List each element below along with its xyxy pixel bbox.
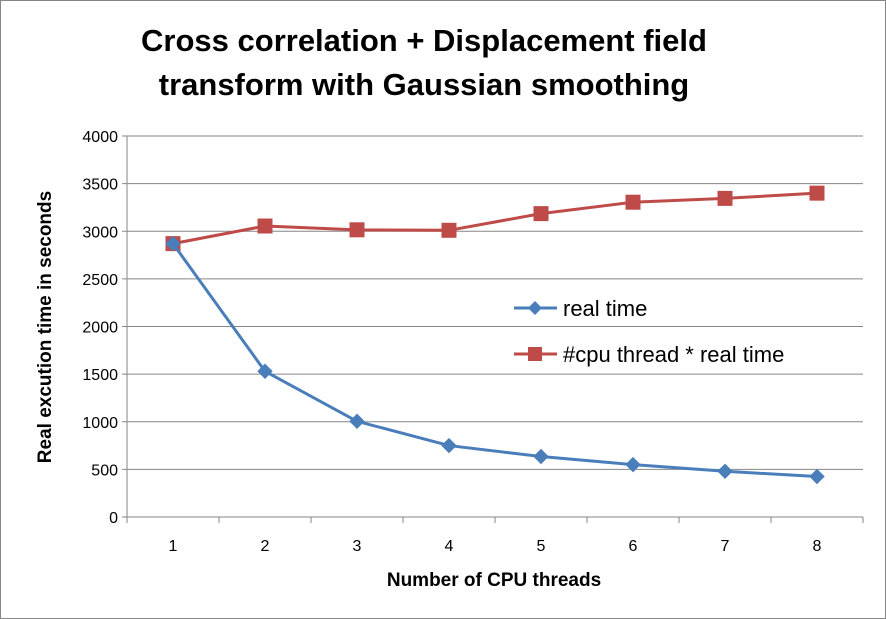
x-tick-label: 8 xyxy=(813,538,822,555)
y-tick-label: 2500 xyxy=(82,272,118,289)
data-point-cpu-thread-real-time xyxy=(625,194,641,210)
data-point-real-time xyxy=(441,437,457,454)
legend-marker-cpu-thread-real-time xyxy=(528,347,542,361)
axes xyxy=(122,135,864,523)
data-point-cpu-thread-real-time xyxy=(533,206,549,222)
x-tick-label: 4 xyxy=(445,538,454,555)
data-point-cpu-thread-real-time xyxy=(441,222,457,238)
data-point-cpu-thread-real-time xyxy=(809,185,825,201)
y-tick-label: 3500 xyxy=(82,177,118,194)
x-tick-label: 7 xyxy=(721,538,730,555)
y-tick-label: 1500 xyxy=(82,367,118,384)
y-tick-label: 4000 xyxy=(82,129,118,146)
data-point-cpu-thread-real-time xyxy=(257,218,273,234)
y-tick-label: 0 xyxy=(109,510,118,527)
y-tick-label: 3000 xyxy=(82,224,118,241)
y-tick-label: 1000 xyxy=(82,415,118,432)
x-tick-label: 6 xyxy=(629,538,638,555)
series-layer xyxy=(165,185,825,485)
data-point-real-time xyxy=(809,468,825,485)
data-point-real-time xyxy=(257,363,273,379)
chart-title-line-1: Cross correlation + Displacement field xyxy=(141,23,707,58)
x-tick-labels: 1 2 3 4 5 6 7 8 xyxy=(169,538,822,555)
x-axis-title: Number of CPU threads xyxy=(387,570,601,591)
y-tick-label: 2000 xyxy=(82,320,118,337)
data-point-cpu-thread-real-time xyxy=(717,190,733,206)
data-point-real-time xyxy=(349,413,365,429)
x-tick-label: 5 xyxy=(537,538,546,555)
legend-item-cpu-thread-real-time: #cpu thread * real time xyxy=(514,342,784,367)
data-point-real-time xyxy=(533,448,549,465)
data-point-real-time xyxy=(165,235,181,252)
x-tick-label: 3 xyxy=(353,538,362,555)
series-line-cpu-thread-real-time xyxy=(172,191,818,246)
legend-marker-real-time xyxy=(528,301,542,315)
series-line-real-time xyxy=(171,242,818,479)
chart-title-line-2: transform with Gaussian smoothing xyxy=(159,67,690,102)
y-tick-label: 500 xyxy=(91,462,118,479)
data-point-real-time xyxy=(717,463,733,479)
gridlines xyxy=(127,135,863,470)
data-point-real-time xyxy=(625,456,641,473)
legend: real time #cpu thread * real time xyxy=(514,296,784,367)
x-tick-label: 1 xyxy=(169,538,178,555)
legend-label-cpu-thread-real-time: #cpu thread * real time xyxy=(563,342,784,367)
legend-item-real-time: real time xyxy=(514,296,647,321)
legend-label-real-time: real time xyxy=(563,296,647,321)
y-tick-labels: 0 500 1000 1500 2000 2500 3000 3500 4000 xyxy=(82,129,118,527)
y-axis-title: Real excution time in seconds xyxy=(35,191,56,463)
data-point-cpu-thread-real-time xyxy=(349,222,365,238)
x-tick-label: 2 xyxy=(261,538,270,555)
